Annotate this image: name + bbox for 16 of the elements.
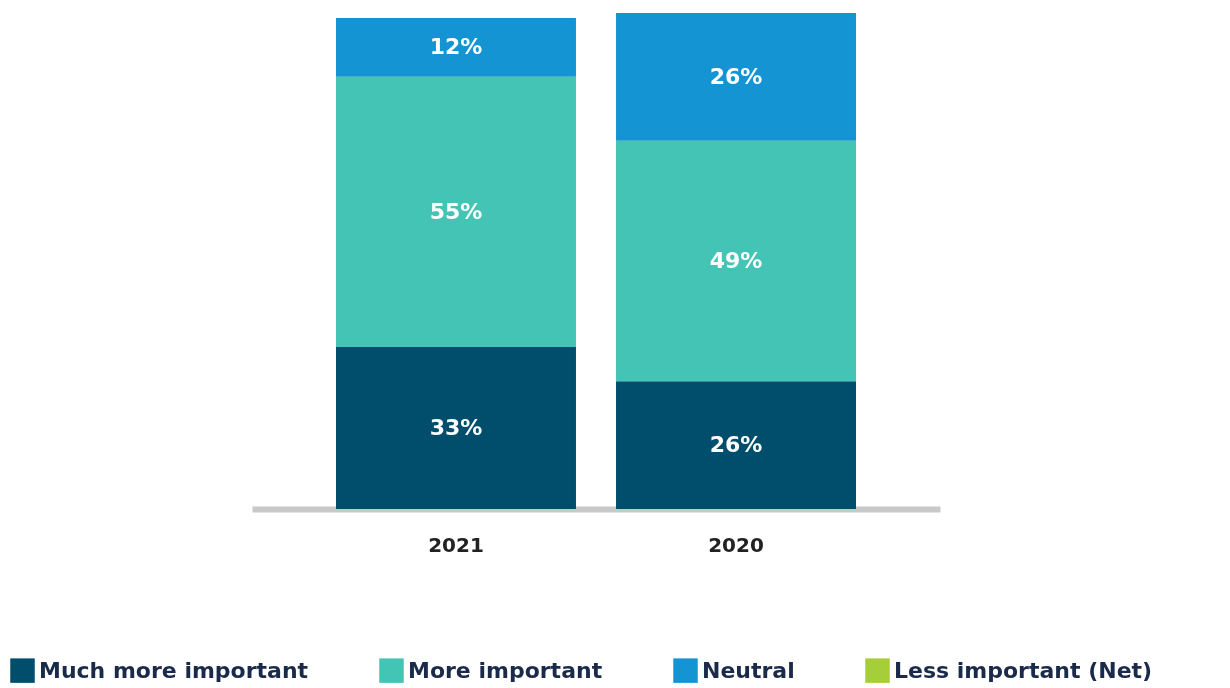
- data-label: 26%: [709, 432, 763, 458]
- data-label: 49%: [709, 248, 763, 273]
- x-tick-label: 2020: [708, 532, 764, 557]
- bar: [616, 140, 856, 382]
- x-tick-label: 2021: [428, 532, 484, 557]
- data-label: 55%: [429, 198, 483, 224]
- legend-label: More important: [408, 657, 603, 683]
- bar: [336, 17, 576, 77]
- legend-label: Much more important: [39, 657, 309, 683]
- bar: [336, 76, 576, 347]
- bar: [616, 13, 856, 141]
- legend-label: Neutral: [702, 657, 795, 683]
- data-label: 33%: [429, 414, 483, 440]
- data-label: 12%: [429, 34, 483, 60]
- data-label: 26%: [709, 63, 763, 89]
- legend-label: Less important (Net): [894, 657, 1153, 683]
